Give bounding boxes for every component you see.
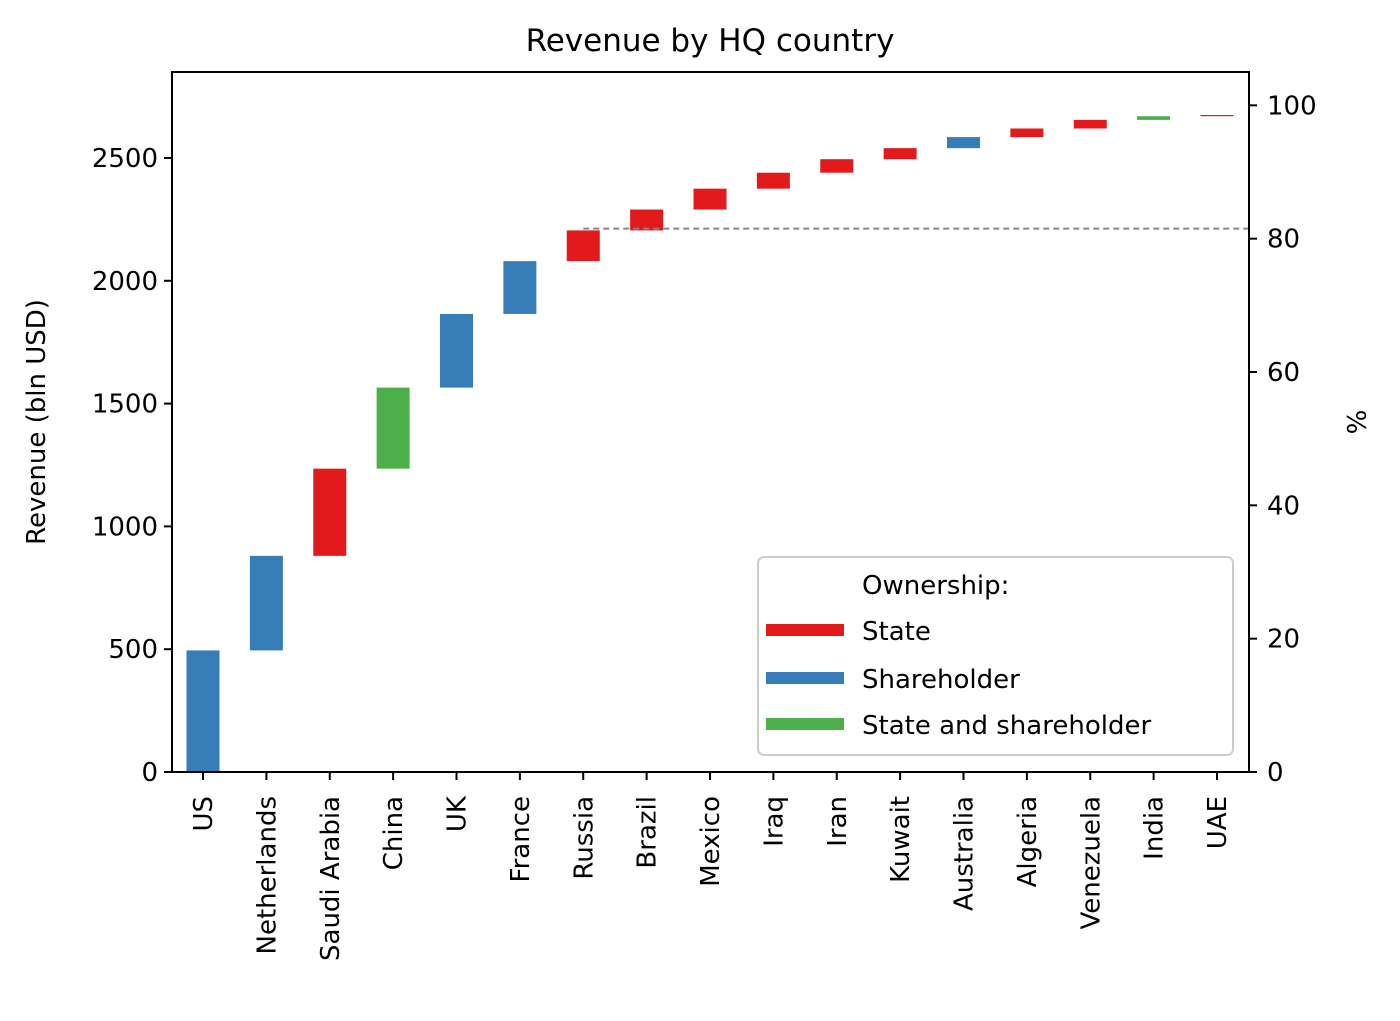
y-tick-label: 2000 xyxy=(92,267,158,297)
bar-china xyxy=(376,387,410,469)
bar-saudi-arabia xyxy=(313,468,347,556)
x-tick-label-france: France xyxy=(506,796,536,882)
y-tick-label: 1000 xyxy=(92,512,158,542)
bar-brazil xyxy=(630,209,664,231)
x-tick-label-mexico: Mexico xyxy=(696,796,726,887)
x-axis: US Netherlands Saudi Arabia China UK France Ru… xyxy=(189,772,1233,961)
y-tick-label: 0 xyxy=(141,758,158,788)
bar-france xyxy=(503,261,537,314)
y2-tick-label: 20 xyxy=(1267,625,1300,655)
y-axis-title: Revenue (bln USD) xyxy=(22,299,52,545)
bar-netherlands xyxy=(249,555,283,651)
bar-australia xyxy=(947,137,980,149)
y-tick-label: 1500 xyxy=(92,390,158,420)
legend-label-shareholder: Shareholder xyxy=(862,665,1020,695)
y2-tick-label: 60 xyxy=(1267,358,1300,388)
legend-label-state: State xyxy=(862,617,931,647)
y-tick-label: 2500 xyxy=(92,144,158,174)
bars-group xyxy=(186,114,1234,772)
bar-mexico xyxy=(693,188,727,210)
legend-swatch-state-and-shareholder xyxy=(766,718,844,730)
y2-axis-title: % xyxy=(1343,410,1373,435)
x-tick-label-kuwait: Kuwait xyxy=(886,796,916,883)
bar-us xyxy=(186,650,220,772)
x-tick-label-algeria: Algeria xyxy=(1013,796,1043,887)
y2-tick-label: 80 xyxy=(1267,225,1300,255)
x-tick-label-venezuela: Venezuela xyxy=(1076,796,1106,930)
left-y-axis: 0 500 1000 1500 2000 2500 xyxy=(92,144,172,788)
x-tick-label-us: US xyxy=(189,796,219,832)
legend-label-state-and-shareholder: State and shareholder xyxy=(862,711,1151,741)
x-tick-label-iran: Iran xyxy=(823,796,853,847)
bar-india xyxy=(1137,116,1171,120)
x-tick-label-saudi-arabia: Saudi Arabia xyxy=(316,796,346,961)
legend-swatch-shareholder xyxy=(766,672,844,684)
y-tick-label: 500 xyxy=(108,635,158,665)
x-tick-label-uk: UK xyxy=(443,795,473,832)
y2-tick-label: 0 xyxy=(1267,758,1284,788)
bar-algeria xyxy=(1010,128,1044,138)
x-tick-label-india: India xyxy=(1140,796,1170,860)
chart-title: Revenue by HQ country xyxy=(526,23,895,59)
x-tick-label-australia: Australia xyxy=(950,796,980,911)
bar-uae xyxy=(1200,114,1234,117)
x-tick-label-russia: Russia xyxy=(569,796,599,880)
bar-iran xyxy=(820,159,854,173)
x-tick-label-netherlands: Netherlands xyxy=(252,796,282,955)
right-y-axis: 0 20 40 60 80 100 xyxy=(1249,91,1317,788)
legend-title: Ownership: xyxy=(862,571,1009,601)
bar-iraq xyxy=(756,172,790,189)
bar-uk xyxy=(440,313,473,388)
legend: Ownership: State Shareholder State and s… xyxy=(757,556,1234,756)
x-tick-label-uae: UAE xyxy=(1203,796,1233,849)
bar-russia xyxy=(566,230,600,262)
y2-tick-label: 100 xyxy=(1267,91,1317,121)
bar-kuwait xyxy=(883,148,917,160)
x-tick-label-brazil: Brazil xyxy=(633,796,663,869)
legend-frame xyxy=(757,556,1234,756)
legend-swatch-state xyxy=(766,624,844,636)
x-tick-label-china: China xyxy=(379,796,409,870)
y2-tick-label: 40 xyxy=(1267,491,1300,521)
bar-venezuela xyxy=(1073,119,1107,129)
x-tick-label-iraq: Iraq xyxy=(759,796,789,847)
